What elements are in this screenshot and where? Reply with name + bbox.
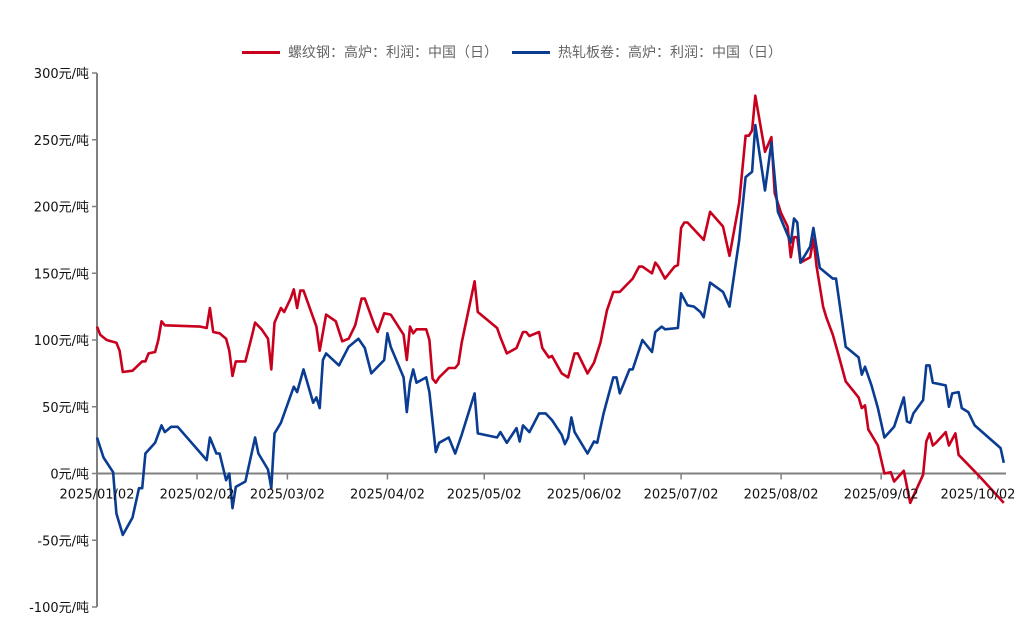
x-tick-label: 2025/01/02	[60, 488, 135, 503]
series-0	[95, 94, 1005, 505]
x-tick-label: 2025/06/02	[547, 488, 622, 503]
series-line-0	[95, 94, 1005, 505]
y-tick-label: 150元/吨	[34, 267, 89, 282]
x-tick-label: 2025/07/02	[644, 488, 719, 503]
y-tick-label: 300元/吨	[34, 67, 89, 82]
y-tick-label: -100元/吨	[29, 601, 89, 616]
legend-swatch-rebar	[242, 50, 280, 54]
x-tick-label: 2025/02/02	[160, 488, 235, 503]
x-tick-label: 2025/08/02	[744, 488, 819, 503]
y-tick-label: 250元/吨	[34, 134, 89, 149]
y-tick-label: 0元/吨	[50, 468, 89, 483]
x-tick-label: 2025/04/02	[350, 488, 425, 503]
x-tick-label: 2025/03/02	[250, 488, 325, 503]
series-line-1	[95, 123, 1006, 537]
legend-item-hot-rolled-coil[interactable]: 热轧板卷：高炉：利润：中国（日）	[512, 42, 782, 62]
legend-swatch-hot-rolled-coil	[512, 50, 550, 54]
x-tick-label: 2025/10/02	[941, 488, 1016, 503]
y-tick-label: 50元/吨	[42, 401, 89, 416]
legend-item-rebar[interactable]: 螺纹钢：高炉：利润：中国（日）	[242, 42, 498, 62]
y-tick-label: -50元/吨	[37, 534, 89, 549]
series-1	[95, 123, 1006, 537]
x-tick-label: 2025/09/02	[844, 488, 919, 503]
x-tick-label: 2025/05/02	[447, 488, 522, 503]
legend: 螺纹钢：高炉：利润：中国（日） 热轧板卷：高炉：利润：中国（日）	[0, 42, 1024, 62]
y-tick-label: 200元/吨	[34, 201, 89, 216]
legend-label-hot-rolled-coil: 热轧板卷：高炉：利润：中国（日）	[558, 45, 782, 61]
legend-label-rebar: 螺纹钢：高炉：利润：中国（日）	[288, 45, 498, 61]
y-tick-label: 100元/吨	[34, 334, 89, 349]
